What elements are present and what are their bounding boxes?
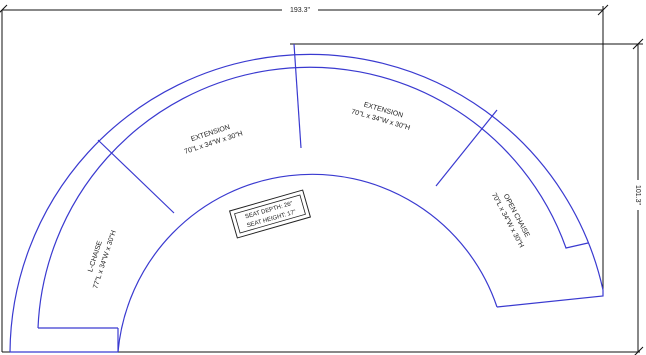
- divider: [435, 109, 498, 187]
- height-label: 101.3": [634, 185, 641, 206]
- dim-tick: [632, 38, 644, 50]
- label-bg: [282, 4, 318, 15]
- dim-tick: [634, 346, 644, 355]
- dim-tick: [0, 4, 8, 13]
- inner-arc: [117, 173, 498, 353]
- width-label: 193.3": [290, 7, 311, 14]
- back-arc: [37, 66, 589, 329]
- outer-arc: [9, 53, 604, 353]
- label-bg: [633, 180, 644, 210]
- seat-info: SEAT DEPTH: 26" SEAT HEIGHT: 17": [228, 189, 312, 239]
- divider: [97, 139, 175, 214]
- seat-box: [228, 189, 312, 239]
- seat-box-inner: [234, 194, 306, 234]
- dim-tick: [597, 4, 609, 16]
- divider: [293, 43, 302, 149]
